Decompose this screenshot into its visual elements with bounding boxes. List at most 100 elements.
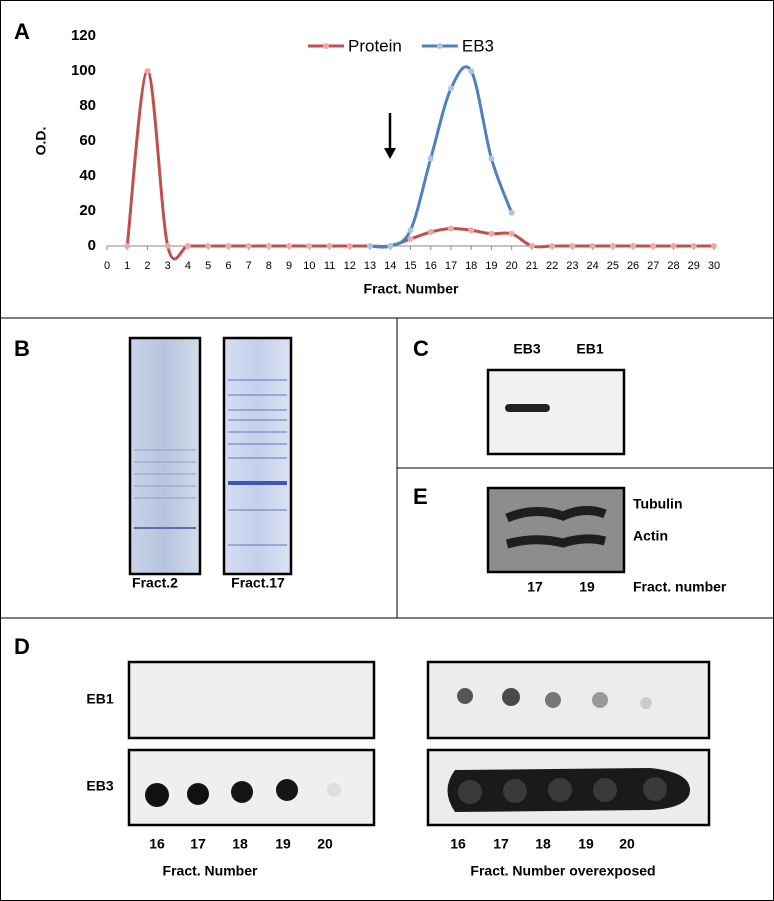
y-tick-label: 0	[88, 237, 96, 254]
data-point	[407, 227, 414, 234]
x-tick-label: 13	[364, 260, 376, 272]
x-tick-label: 7	[246, 260, 252, 272]
lane-label: Fract.2	[132, 575, 178, 591]
axis-label: Fract. Number	[163, 863, 258, 879]
lane-label: 20	[619, 836, 635, 852]
data-point	[367, 243, 374, 249]
x-tick-label: 0	[104, 260, 110, 272]
x-tick-label: 30	[708, 260, 720, 272]
data-point	[569, 243, 576, 249]
blot	[426, 660, 711, 740]
lane-label: 17	[527, 579, 543, 595]
data-point	[488, 230, 495, 237]
data-point	[508, 230, 515, 237]
data-point	[690, 243, 697, 249]
x-tick-label: 4	[185, 260, 191, 272]
data-point	[508, 209, 515, 216]
data-point	[286, 243, 293, 249]
y-tick-label: 100	[71, 62, 96, 79]
x-tick-label: 18	[465, 260, 477, 272]
lane-label: 19	[579, 579, 595, 595]
x-tick-label: 29	[688, 260, 700, 272]
x-tick-label: 10	[303, 260, 315, 272]
lane-label: 18	[535, 836, 551, 852]
axis-label: Fract. number	[633, 579, 727, 595]
data-point	[447, 225, 454, 232]
panel-label: A	[14, 19, 30, 44]
lane-label: Fract.17	[231, 575, 285, 591]
lane-label: 19	[578, 836, 594, 852]
data-point	[306, 243, 313, 249]
data-point	[528, 243, 535, 249]
data-point	[589, 243, 596, 249]
dots	[145, 688, 690, 812]
data-point	[630, 243, 637, 249]
x-tick-label: 1	[124, 260, 130, 272]
data-point	[609, 243, 616, 249]
series-line	[125, 69, 714, 261]
data-point	[124, 243, 131, 249]
row-label: EB1	[86, 691, 113, 707]
data-point	[245, 243, 252, 249]
data-point	[346, 243, 353, 249]
y-tick-label: 120	[71, 27, 96, 44]
panel-label: C	[413, 336, 429, 361]
x-tick-label: 12	[344, 260, 356, 272]
band-label: Tubulin	[633, 496, 683, 512]
data-point	[225, 243, 232, 249]
row-label: EB3	[86, 778, 113, 794]
data-point	[549, 243, 556, 249]
panel-label: D	[14, 634, 30, 659]
x-tick-label: 8	[266, 260, 272, 272]
x-tick-label: 22	[546, 260, 558, 272]
lane-label: 17	[190, 836, 206, 852]
data-point	[184, 243, 191, 249]
gel-bands	[228, 379, 287, 546]
x-tick-label: 9	[286, 260, 292, 272]
x-tick-label: 5	[205, 260, 211, 272]
legend-marker	[323, 43, 329, 49]
x-tick-label: 20	[506, 260, 518, 272]
blot	[486, 368, 626, 456]
gel-bands	[134, 449, 196, 529]
data-point	[205, 243, 212, 249]
data-point	[427, 229, 434, 235]
lane-labels: 16 16 17 17 18 18 19 19 20 20	[149, 836, 635, 852]
data-point	[468, 227, 475, 234]
lane-label: EB1	[576, 341, 603, 357]
blot-band	[505, 506, 607, 523]
lane-label: 18	[232, 836, 248, 852]
data-point	[326, 243, 333, 249]
gel-lane	[222, 336, 293, 576]
x-tick-label: 26	[627, 260, 639, 272]
panel-label: B	[14, 336, 30, 361]
x-tick-label: 15	[404, 260, 416, 272]
data-point	[468, 68, 475, 74]
x-tick-label: 19	[485, 260, 497, 272]
band-label: Actin	[633, 528, 668, 544]
lane-label: 16	[450, 836, 466, 852]
data-point	[144, 68, 151, 74]
x-tick-label: 3	[165, 260, 171, 272]
x-tick-label: 6	[225, 260, 231, 272]
x-tick-label: 25	[607, 260, 619, 272]
blot	[486, 486, 626, 574]
legend-label: Protein	[348, 36, 402, 55]
y-axis-label: O.D.	[33, 127, 49, 156]
data-point	[265, 243, 272, 249]
chart: A Fract. Number O.D. 0 1 2 3 4 5 6 7 8 9 10 11 12 13 1…	[14, 19, 720, 297]
lane-label: 17	[493, 836, 509, 852]
blot	[127, 660, 376, 740]
axis-label: Fract. Number overexposed	[470, 863, 655, 879]
x-tick-label: 17	[445, 260, 457, 272]
x-tick-label: 28	[667, 260, 679, 272]
data-point	[164, 243, 171, 249]
arrow-head	[384, 148, 396, 159]
legend-marker	[436, 43, 443, 49]
x-tick-label: 23	[566, 260, 578, 272]
x-tick-label: 11	[324, 260, 335, 272]
legend-label: EB3	[462, 36, 494, 55]
blot-band	[505, 534, 607, 549]
